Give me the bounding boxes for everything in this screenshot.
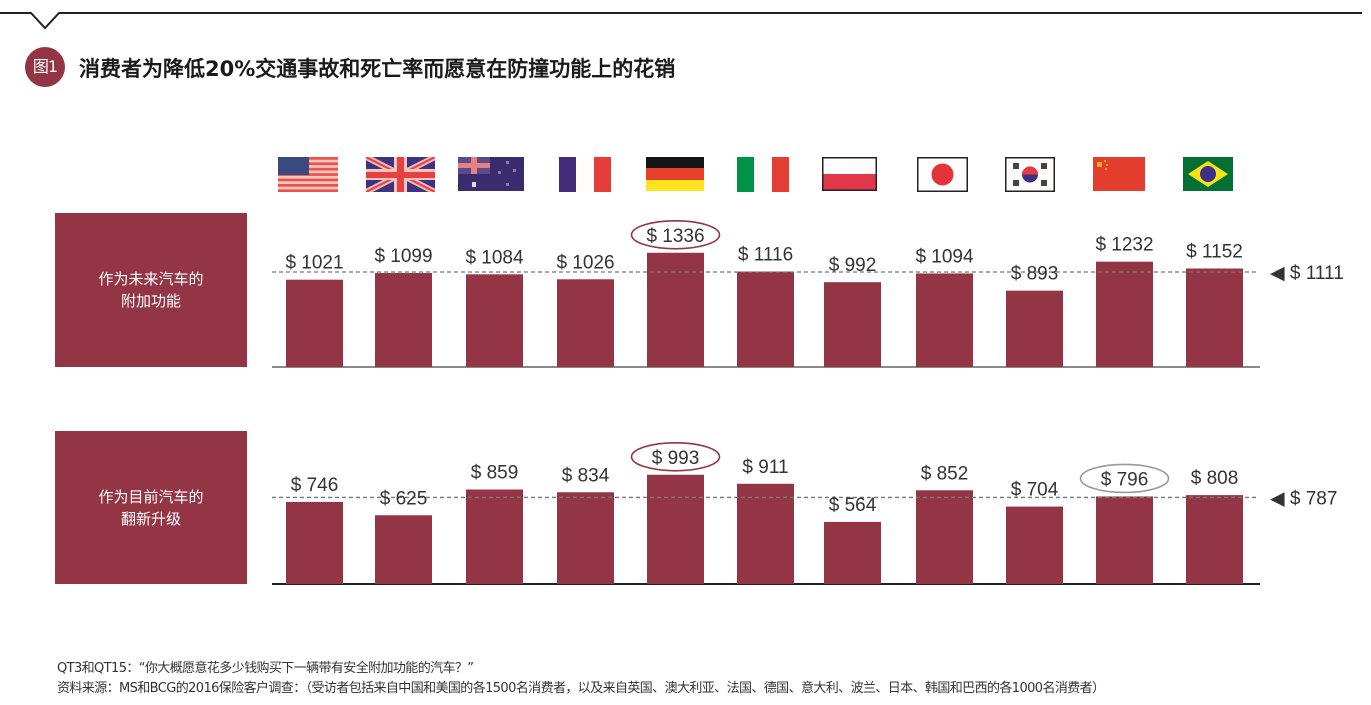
value-label: $ 1084 — [465, 247, 524, 268]
value-label: $ 1336 — [646, 226, 704, 247]
value-label: $ 625 — [380, 488, 428, 509]
value-label: $ 852 — [921, 463, 969, 484]
value-label: $ 834 — [562, 465, 610, 486]
value-label: $ 1094 — [915, 246, 974, 267]
bar — [1186, 268, 1243, 367]
bar — [375, 515, 432, 584]
value-label: $ 1026 — [556, 252, 614, 273]
value-label: $ 1099 — [374, 246, 432, 267]
panel-label-line: 附加功能 — [120, 292, 181, 310]
value-label: $ 859 — [471, 463, 519, 484]
value-label: $ 1152 — [1186, 242, 1243, 263]
value-label: $ 704 — [1011, 480, 1059, 501]
panel-label-future: 作为未来汽车的 附加功能 — [55, 213, 247, 367]
bar — [1186, 495, 1243, 584]
bar — [916, 273, 973, 367]
bar — [824, 521, 881, 584]
uk-flag-icon — [364, 154, 437, 195]
value-label: $ 992 — [829, 255, 877, 276]
japan-flag-icon — [917, 157, 968, 192]
france-flag-icon — [559, 157, 611, 192]
bar — [1096, 496, 1153, 584]
value-label: $ 1116 — [738, 245, 793, 266]
germany-flag-icon — [646, 157, 704, 191]
bar — [375, 273, 432, 367]
value-label: $ 564 — [829, 495, 877, 516]
figure-badge: 图1 — [25, 47, 65, 87]
bar — [557, 279, 614, 367]
value-label: $ 796 — [1101, 469, 1149, 490]
korea-flag-icon — [1005, 157, 1055, 192]
bar — [916, 490, 973, 584]
bar — [286, 501, 343, 584]
panel-label-current: 作为目前汽车的 翻新升级 — [55, 431, 247, 584]
bar — [647, 252, 704, 367]
bar — [737, 483, 794, 584]
bar — [1096, 261, 1153, 367]
value-label: $ 911 — [742, 457, 788, 478]
bar — [286, 279, 343, 367]
value-label: $ 1232 — [1095, 235, 1153, 256]
panel-label-line: 翻新升级 — [120, 509, 181, 528]
value-label: $ 746 — [291, 475, 339, 496]
bar — [466, 274, 523, 367]
average-label: ◀ $ 787 — [1270, 488, 1337, 509]
value-label: $ 808 — [1191, 468, 1239, 489]
footer-source: 资料来源：MS和BCG的2016保险客户调查：（受访者包括来自中国和美国的各15… — [57, 681, 1105, 696]
bar — [737, 271, 794, 367]
value-label: $ 993 — [652, 448, 700, 469]
bar — [557, 492, 614, 584]
chart-title: 消费者为降低20%交通事故和死亡率而愿意在防撞功能上的花销 — [79, 57, 676, 81]
value-label: $ 893 — [1011, 264, 1059, 285]
italy-flag-icon — [737, 157, 789, 192]
us-flag-icon — [278, 157, 338, 192]
header-rule — [0, 12, 1362, 30]
footer-question: QT3和QT15：“你大概愿意花多少钱购买下一辆带有安全附加功能的汽车？” — [57, 661, 474, 676]
brazil-flag-icon — [1183, 157, 1233, 191]
bar — [466, 489, 523, 584]
bar — [824, 282, 881, 367]
panel-label-line: 作为未来汽车的 — [98, 270, 204, 288]
bar — [1006, 506, 1063, 584]
value-label: $ 1021 — [285, 253, 343, 274]
australia-flag-icon — [458, 157, 524, 191]
highlight-ellipse — [630, 219, 721, 250]
panel-label-line: 作为目前汽车的 — [98, 487, 204, 506]
highlight-ellipse — [1079, 463, 1170, 494]
china-flag-icon — [1093, 157, 1145, 191]
highlight-ellipse — [630, 441, 721, 472]
bar — [647, 474, 704, 584]
poland-flag-icon — [822, 157, 877, 191]
average-label: ◀ $ 1111 — [1270, 263, 1344, 284]
bar — [1006, 290, 1063, 367]
